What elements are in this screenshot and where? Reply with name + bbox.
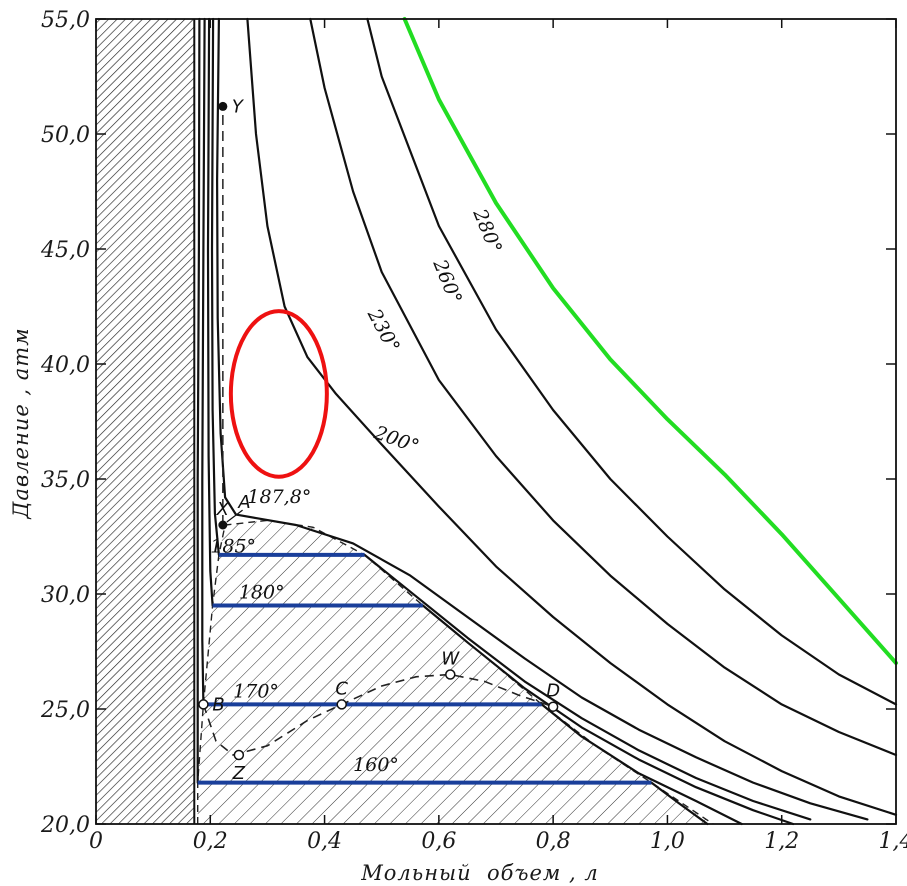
point-B-label: B: [212, 694, 224, 715]
isotherm-185: [210, 17, 812, 821]
hatch-area: [96, 19, 195, 824]
isotherm-200: [246, 17, 898, 816]
isotherm-label-200: 200°: [370, 421, 421, 458]
point-Y-marker: [218, 101, 228, 111]
x-axis-title: Мольный объем , л: [360, 861, 598, 885]
x-tick-label-0: 0: [89, 829, 103, 854]
isotherm-label-187-8: 187,8°: [247, 486, 311, 508]
point-X-marker: [218, 520, 228, 530]
y-tick-label-25,0: 25,0: [40, 698, 90, 723]
isotherm-label-230: 230°: [363, 305, 404, 357]
x-tick-label-0,8: 0,8: [536, 829, 571, 854]
point-C-marker: [336, 699, 347, 710]
envelope-fill: [197, 520, 714, 824]
red-highlight-ellipse: [228, 309, 329, 479]
plot-border: [95, 18, 897, 825]
isotherm-label-160: 160°: [353, 754, 399, 776]
x-tick-label-1,0: 1,0: [650, 829, 685, 854]
isotherm-label-180: 180°: [239, 582, 285, 604]
x-tick-label-0,4: 0,4: [307, 829, 342, 854]
y-tick-label-55,0: 55,0: [41, 8, 90, 33]
isotherm-260: [366, 17, 898, 706]
x-tick-label-1,4: 1,4: [879, 829, 907, 854]
isotherm-160: [196, 17, 709, 826]
point-W-label: W: [441, 649, 460, 670]
y-tick-label-50,0: 50,0: [41, 123, 90, 148]
point-Z-label: Z: [232, 763, 246, 784]
labeled-points: Y X A B C D W Z: [198, 96, 560, 784]
a-leader-line: [226, 509, 243, 523]
y-axis-title: Давление , атм: [9, 327, 33, 519]
y-tick-label-30,0: 30,0: [41, 583, 90, 608]
isotherm-lines: [196, 17, 898, 826]
isotherm-label-170: 170°: [233, 681, 279, 703]
highlight-circle: [228, 309, 329, 479]
y-tick-label-45,0: 45,0: [40, 238, 90, 263]
x-axis-ticks: 0 0,2 0,4 0,6 0,8 1,0 1,2 1,4: [89, 19, 907, 854]
point-B-marker: [198, 699, 209, 710]
y-tick-label-40,0: 40,0: [40, 353, 90, 378]
point-W-marker: [445, 669, 456, 680]
two-phase-envelope: [197, 519, 714, 825]
tie-lines: [197, 552, 652, 785]
x-tick-label-1,2: 1,2: [764, 829, 799, 854]
point-Z-marker: [233, 749, 245, 761]
isotherm-180: [206, 17, 795, 826]
isotherm-187-8: [216, 17, 869, 821]
point-D-marker: [547, 701, 559, 712]
van-der-waals-loop: [202, 673, 554, 756]
plot-frame: [95, 18, 897, 825]
vdw-loop-curve: [202, 673, 554, 756]
envelope-boundary: [197, 519, 714, 825]
y-tick-label-35,0: 35,0: [41, 468, 90, 493]
point-X-label: X: [216, 499, 230, 520]
isotherm-label-185: 185°: [210, 536, 256, 558]
point-A-label: A: [237, 492, 250, 513]
isotherm-280: [402, 17, 898, 665]
isotherm-230: [309, 17, 898, 757]
point-D-label: D: [546, 681, 560, 702]
point-Y-label: Y: [232, 96, 245, 117]
liquid-hatched-region: [96, 19, 196, 824]
y-tick-label-20,0: 20,0: [40, 813, 90, 838]
x-tick-label-0,2: 0,2: [193, 829, 228, 854]
x-tick-label-0,6: 0,6: [421, 829, 456, 854]
point-C-label: C: [335, 678, 348, 699]
y-axis-ticks: 20,0 25,0 30,0 35,0 40,0 45,0 50,0 55,0: [40, 8, 896, 838]
